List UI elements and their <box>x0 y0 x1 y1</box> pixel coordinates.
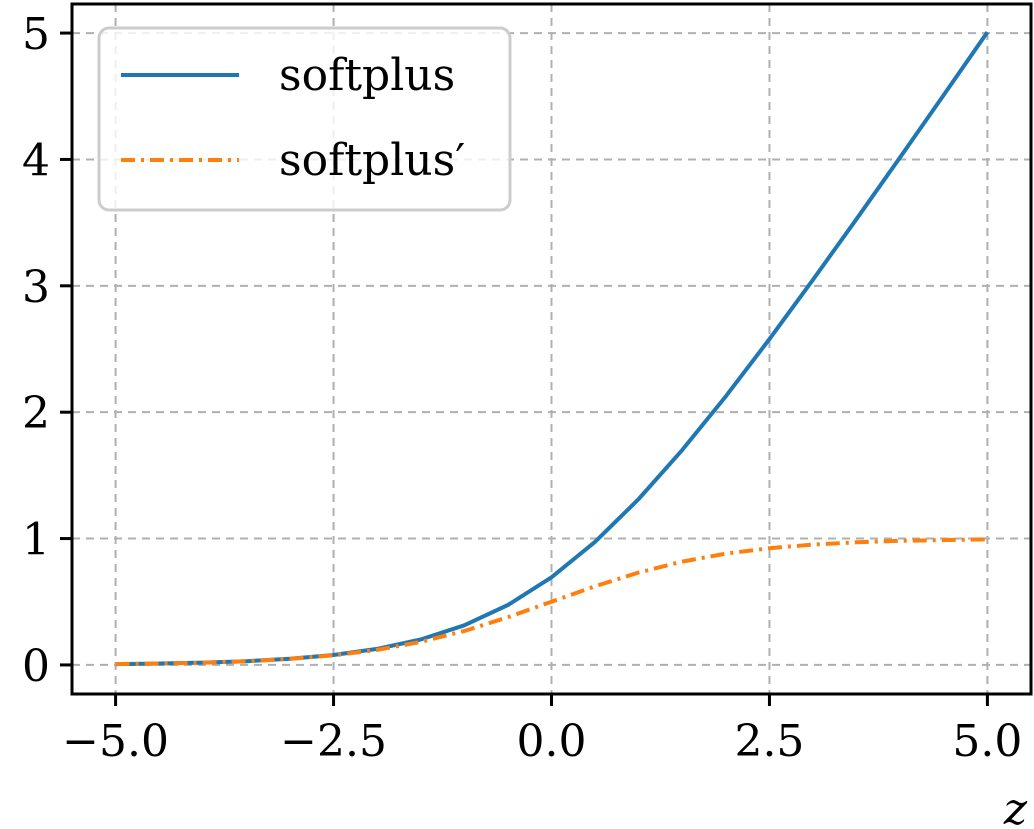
legend: softplus softplus′ <box>97 26 512 212</box>
y-tick-label: 0 <box>22 641 50 692</box>
x-tick-label: −2.5 <box>280 716 387 767</box>
y-tick-label: 4 <box>22 135 50 186</box>
y-tick-label: 2 <box>22 388 50 439</box>
series-line-softplus-derivative <box>115 537 988 667</box>
y-tick-label: 3 <box>22 262 50 313</box>
plot-area <box>115 31 990 667</box>
x-tick-label: −5.0 <box>62 716 169 767</box>
y-tick-label: 5 <box>22 9 50 60</box>
x-tick-label: 5.0 <box>952 716 1022 767</box>
x-tick-label: 2.5 <box>734 716 804 767</box>
x-axis-label: z <box>1003 784 1028 829</box>
y-tick-label: 1 <box>22 515 50 566</box>
legend-label: softplus <box>279 50 455 101</box>
ticks: −5.0 −2.5 0.0 2.5 5.0 0 1 2 3 4 5 <box>22 9 1022 767</box>
legend-label: softplus′ <box>279 135 465 186</box>
x-tick-label: 0.0 <box>517 716 587 767</box>
